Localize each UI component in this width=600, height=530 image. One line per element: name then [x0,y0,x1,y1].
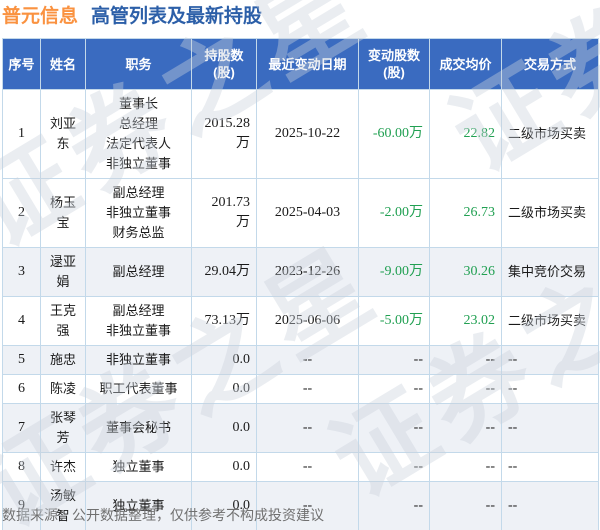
cell-shares: 0.0 [191,345,257,375]
table-row: 9 汤敏智 独立董事 0.0 -- -- -- -- [2,481,599,530]
cell-position: 独立董事 [85,452,192,482]
cell-date: -- [256,345,359,375]
cell-method: 二级市场买卖 [501,296,599,346]
cell-date: -- [256,481,359,530]
cell-name: 施忠 [40,345,86,375]
cell-shares: 0.0 [191,481,257,530]
cell-method: -- [501,345,599,375]
cell-no: 9 [2,481,41,530]
cell-name: 陈凌 [40,374,86,404]
cell-no: 8 [2,452,41,482]
cell-method: -- [501,374,599,404]
cell-shares: 0.0 [191,403,257,453]
cell-name: 王克强 [40,296,86,346]
cell-change: -2.00万 [358,178,430,248]
cell-avg-price: -- [429,452,502,482]
table-row: 3 逯亚娟 副总经理 29.04万 2023-12-26 -9.00万 30.2… [2,247,599,297]
cell-avg-price: 30.26 [429,247,502,297]
cell-change: -- [358,345,430,375]
cell-change: -- [358,403,430,453]
cell-no: 6 [2,374,41,404]
cell-avg-price: -- [429,481,502,530]
cell-name: 刘亚东 [40,89,86,179]
cell-name: 许杰 [40,452,86,482]
header-name: 姓名 [40,38,86,90]
cell-date: 2025-06-06 [256,296,359,346]
header-position: 职务 [85,38,192,90]
cell-no: 5 [2,345,41,375]
header-avg-price: 成交均价 [429,38,502,90]
table-row: 7 张琴芳 董事会秘书 0.0 -- -- -- -- [2,403,599,453]
header-change-shares: 变动股数 (股) [358,38,430,90]
cell-position: 独立董事 [85,481,192,530]
cell-date: -- [256,374,359,404]
cell-position: 副总经理 非独立董事 [85,296,192,346]
page-title: 普元信息 高管列表及最新持股 [2,1,262,28]
cell-avg-price: -- [429,403,502,453]
cell-date: 2023-12-26 [256,247,359,297]
cell-date: 2025-10-22 [256,89,359,179]
header-last-change-date: 最近变动日期 [256,38,359,90]
cell-position: 董事长 总经理 法定代表人 非独立董事 [85,89,192,179]
cell-no: 4 [2,296,41,346]
cell-change: -9.00万 [358,247,430,297]
cell-change: -- [358,374,430,404]
cell-no: 1 [2,89,41,179]
table-row: 1 刘亚东 董事长 总经理 法定代表人 非独立董事 2015.28万 2025-… [2,89,599,179]
cell-position: 副总经理 [85,247,192,297]
cell-method: -- [501,403,599,453]
cell-position: 副总经理 非独立董事 财务总监 [85,178,192,248]
cell-name: 张琴芳 [40,403,86,453]
cell-name: 杨玉宝 [40,178,86,248]
cell-no: 3 [2,247,41,297]
header-no: 序号 [2,38,41,90]
cell-avg-price: -- [429,374,502,404]
cell-shares: 2015.28万 [191,89,257,179]
cell-position: 非独立董事 [85,345,192,375]
cell-position: 董事会秘书 [85,403,192,453]
cell-no: 2 [2,178,41,248]
stock-name: 普元信息 [2,6,79,27]
cell-name: 逯亚娟 [40,247,86,297]
cell-avg-price: 26.73 [429,178,502,248]
cell-method: -- [501,452,599,482]
cell-no: 7 [2,403,41,453]
table-header-row: 序号 姓名 职务 持股数 (股) 最近变动日期 变动股数 (股) 成交均价 交易… [2,38,599,90]
cell-shares: 201.73万 [191,178,257,248]
cell-shares: 29.04万 [191,247,257,297]
table-row: 4 王克强 副总经理 非独立董事 73.13万 2025-06-06 -5.00… [2,296,599,346]
executive-holdings-table: 序号 姓名 职务 持股数 (股) 最近变动日期 变动股数 (股) 成交均价 交易… [2,38,599,530]
page-title-text: 高管列表及最新持股 [91,6,263,27]
cell-change: -5.00万 [358,296,430,346]
table-row: 2 杨玉宝 副总经理 非独立董事 财务总监 201.73万 2025-04-03… [2,178,599,248]
cell-shares: 0.0 [191,452,257,482]
cell-method: 集中竞价交易 [501,247,599,297]
cell-date: -- [256,452,359,482]
table-row: 6 陈凌 职工代表董事 0.0 -- -- -- -- [2,374,599,404]
table-row: 5 施忠 非独立董事 0.0 -- -- -- -- [2,345,599,375]
cell-avg-price: 22.82 [429,89,502,179]
cell-avg-price: 23.02 [429,296,502,346]
header-shares: 持股数 (股) [191,38,257,90]
table-row: 8 许杰 独立董事 0.0 -- -- -- -- [2,452,599,482]
cell-method: 二级市场买卖 [501,178,599,248]
cell-change: -- [358,452,430,482]
cell-method: 二级市场买卖 [501,89,599,179]
cell-change: -- [358,481,430,530]
cell-change: -60.00万 [358,89,430,179]
header-trade-method: 交易方式 [501,38,599,90]
cell-avg-price: -- [429,345,502,375]
cell-method: -- [501,481,599,530]
data-source-note: 数据来源：公开数据整理，仅供参考不构成投资建议 [2,507,324,523]
cell-shares: 0.0 [191,374,257,404]
cell-date: -- [256,403,359,453]
cell-shares: 73.13万 [191,296,257,346]
cell-position: 职工代表董事 [85,374,192,404]
cell-date: 2025-04-03 [256,178,359,248]
